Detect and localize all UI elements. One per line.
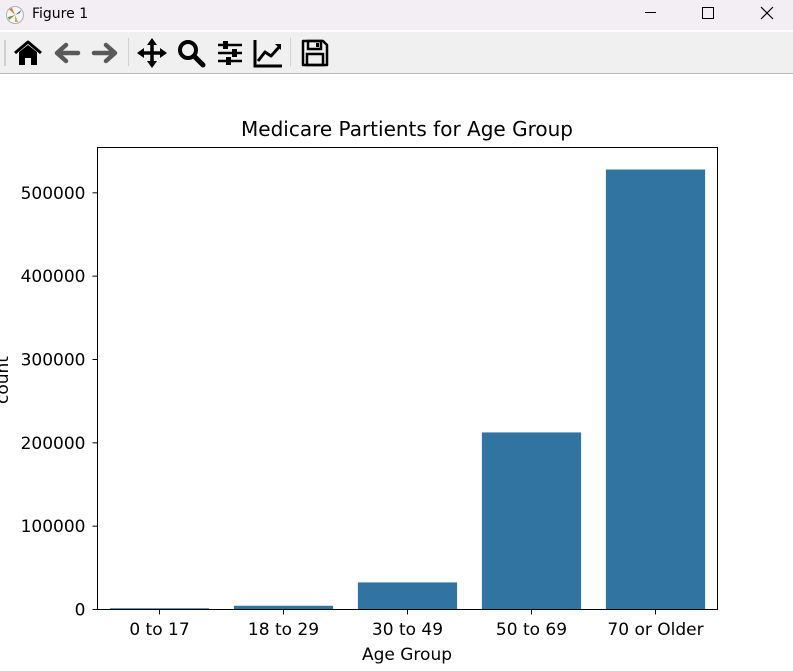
x-axis-ticks: 0 to 17 18 to 29 30 to 49 50 to 69 70 or Old…	[129, 609, 704, 640]
close-icon	[760, 6, 774, 20]
save-button[interactable]	[299, 37, 331, 69]
configure-subplots-icon	[218, 41, 242, 65]
toolbar-separator	[128, 38, 129, 66]
y-axis-ticks: 0 100000 200000 300000 400000 500000	[21, 184, 98, 621]
y-axis-label: count	[0, 356, 13, 404]
pan-icon	[137, 38, 167, 68]
matplotlib-logo-icon	[6, 6, 24, 24]
edit-axis-icon	[253, 40, 282, 68]
y-tick-label: 400000	[21, 267, 86, 287]
chart-title: Medicare Partients for Age Group	[241, 117, 573, 141]
maximize-button[interactable]	[679, 0, 737, 30]
chart-canvas: Medicare Partients for Age Group 0 100000…	[0, 117, 718, 665]
bar-2	[357, 582, 458, 610]
y-tick-label: 500000	[21, 184, 86, 204]
bar-4	[605, 169, 706, 610]
toolbar-separator	[290, 38, 291, 66]
y-tick-label: 100000	[21, 517, 86, 537]
navigation-toolbar	[0, 32, 793, 74]
y-tick-label: 300000	[21, 351, 86, 371]
edit-axis-button[interactable]	[252, 37, 284, 69]
x-tick-label: 50 to 69	[496, 620, 567, 640]
pan-button[interactable]	[136, 37, 168, 69]
zoom-button[interactable]	[175, 37, 207, 69]
plot-frame	[97, 147, 718, 610]
window-title: Figure 1	[32, 6, 89, 22]
home-icon	[14, 40, 42, 65]
bars-group	[109, 169, 706, 610]
forward-button[interactable]	[89, 37, 121, 69]
bar-3	[481, 432, 582, 610]
zoom-icon	[178, 40, 206, 68]
x-axis-label: Age Group	[362, 645, 452, 665]
x-tick-label: 0 to 17	[129, 620, 189, 640]
y-tick-label: 200000	[21, 434, 86, 454]
forward-arrow-icon	[91, 42, 118, 64]
minimize-icon	[645, 12, 656, 13]
back-button[interactable]	[51, 37, 83, 69]
maximize-icon	[702, 7, 714, 19]
bar-0	[109, 608, 210, 610]
window-titlebar: Figure 1	[0, 0, 793, 30]
minimize-button[interactable]	[621, 0, 679, 30]
y-tick-label: 0	[75, 601, 86, 621]
back-arrow-icon	[54, 42, 81, 64]
x-tick-label: 70 or Older	[607, 620, 703, 640]
bar-1	[233, 605, 334, 610]
x-tick-label: 18 to 29	[248, 620, 319, 640]
home-button[interactable]	[12, 37, 44, 69]
configure-subplots-button[interactable]	[214, 37, 246, 69]
x-tick-label: 30 to 49	[372, 620, 443, 640]
close-button[interactable]	[737, 0, 793, 30]
save-icon	[301, 39, 329, 67]
toolbar-grip	[4, 40, 6, 66]
